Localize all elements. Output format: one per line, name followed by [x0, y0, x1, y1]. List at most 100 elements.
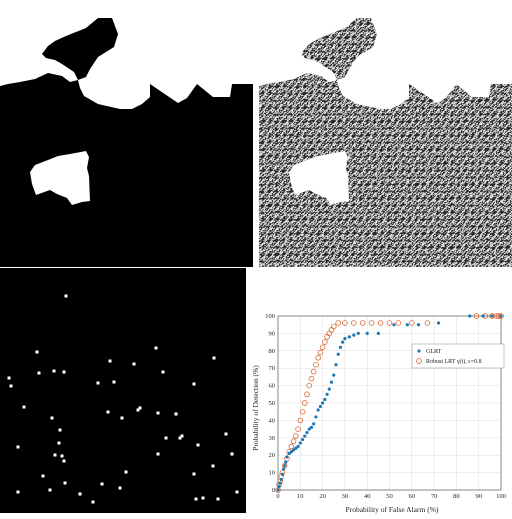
- glrt-point: [305, 430, 309, 435]
- robust-point: [330, 323, 337, 330]
- robust-point: [498, 313, 504, 319]
- glrt-point: [329, 380, 334, 384]
- target-dot: [100, 482, 104, 486]
- glrt-point: [376, 331, 380, 335]
- glrt-point: [327, 387, 331, 391]
- target-dot: [230, 452, 234, 456]
- glrt-point: [336, 352, 340, 356]
- target-dot: [16, 490, 20, 494]
- target-dot: [118, 486, 122, 490]
- glrt-point: [481, 314, 485, 318]
- chart-tick-labels: 0 10 20 30 40 50 60 70 80 90 100 0 10 20 30 40 50 60 70 80 9…: [265, 313, 506, 500]
- noisy-top-region: [259, 0, 512, 109]
- robust-point: [335, 320, 341, 326]
- robust-point: [351, 320, 357, 326]
- y-tick-label: 80: [269, 348, 276, 355]
- chart-background: [246, 300, 512, 519]
- y-tick-label: 30: [269, 435, 276, 442]
- robust-point: [424, 320, 431, 326]
- legend-robust-marker: [416, 358, 422, 364]
- target-dot: [60, 454, 64, 458]
- target-dot: [57, 441, 61, 445]
- x-tick-label: 0: [276, 493, 279, 500]
- target-dot: [192, 382, 196, 386]
- x-tick-label: 90: [475, 493, 482, 500]
- x-tick-label: 50: [386, 493, 393, 500]
- x-tick-label: 40: [364, 493, 371, 500]
- target-dot: [124, 470, 128, 474]
- target-dot: [41, 474, 45, 478]
- glrt-point: [280, 472, 285, 476]
- robust-point: [304, 391, 310, 398]
- target-dot: [154, 346, 158, 350]
- target-dot: [7, 376, 11, 380]
- noisy-blob: [289, 151, 349, 205]
- glrt-point: [292, 448, 296, 452]
- glrt-point: [276, 488, 280, 492]
- target-dot: [224, 432, 228, 436]
- binary-mask-image: [0, 0, 253, 267]
- glrt-point: [338, 345, 343, 349]
- glrt-point: [300, 437, 305, 442]
- target-dot: [48, 488, 52, 492]
- robust-point: [297, 417, 304, 424]
- robust-point: [315, 355, 321, 361]
- target-dot: [161, 370, 165, 374]
- target-dot: [211, 464, 215, 468]
- noisy-image: [259, 0, 512, 267]
- x-tick-label: 60: [409, 493, 416, 500]
- target-dot: [22, 405, 26, 409]
- y-tick-label: 20: [269, 452, 276, 459]
- target-dot: [35, 350, 39, 354]
- x-tick-label: 10: [297, 493, 304, 500]
- panel-noisy-image: [259, 0, 512, 267]
- target-dot: [53, 453, 57, 457]
- target-dot: [178, 436, 182, 440]
- target-dot: [62, 370, 66, 374]
- glrt-point: [392, 323, 396, 327]
- robust-point: [359, 320, 366, 326]
- glrt-point: [343, 337, 347, 341]
- target-dot: [216, 497, 220, 501]
- glrt-point: [309, 425, 314, 429]
- target-dot: [37, 371, 41, 375]
- legend-glrt-marker: [417, 349, 421, 353]
- glrt-point: [332, 373, 336, 377]
- robust-point: [395, 320, 402, 326]
- chart-legend: GLRT Robust LRT γ(t), ε=0.8: [411, 343, 505, 369]
- glrt-point: [312, 422, 316, 426]
- panel-roc-chart: 0 10 20 30 40 50 60 70 80 90 100 0 10 20 30 40 50 60 70 80 9…: [246, 300, 512, 519]
- glrt-point: [405, 323, 409, 327]
- glrt-point: [284, 460, 288, 464]
- glrt-point: [416, 323, 421, 327]
- robust-point: [317, 349, 324, 356]
- panel-target-map: [0, 268, 246, 513]
- glrt-point: [468, 314, 472, 318]
- robust-point: [288, 443, 295, 450]
- x-tick-label: 30: [342, 493, 349, 500]
- glrt-point: [318, 404, 322, 409]
- target-dot: [64, 294, 68, 298]
- glrt-point: [314, 415, 318, 419]
- target-dot: [174, 412, 178, 416]
- robust-point: [368, 320, 375, 326]
- glrt-point: [341, 340, 345, 344]
- roc-chart: 0 10 20 30 40 50 60 70 80 90 100 0 10 20 30 40 50 60 70 80 9…: [246, 300, 512, 519]
- robust-point: [308, 375, 315, 382]
- target-dot: [112, 380, 116, 384]
- robust-point: [342, 320, 348, 326]
- target-map-image: [0, 268, 246, 513]
- glrt-point: [321, 401, 325, 405]
- glrt-point: [365, 331, 369, 335]
- robust-point: [306, 382, 312, 389]
- target-dot: [235, 490, 239, 494]
- glrt-point: [334, 363, 338, 367]
- y-tick-label: 10: [269, 470, 276, 477]
- x-tick-label: 70: [431, 493, 438, 500]
- robust-point: [290, 438, 297, 445]
- glrt-point: [356, 331, 360, 335]
- glrt-point: [277, 484, 281, 489]
- glrt-point: [347, 335, 351, 339]
- target-dot: [50, 416, 54, 420]
- mask-top-region: [0, 0, 253, 109]
